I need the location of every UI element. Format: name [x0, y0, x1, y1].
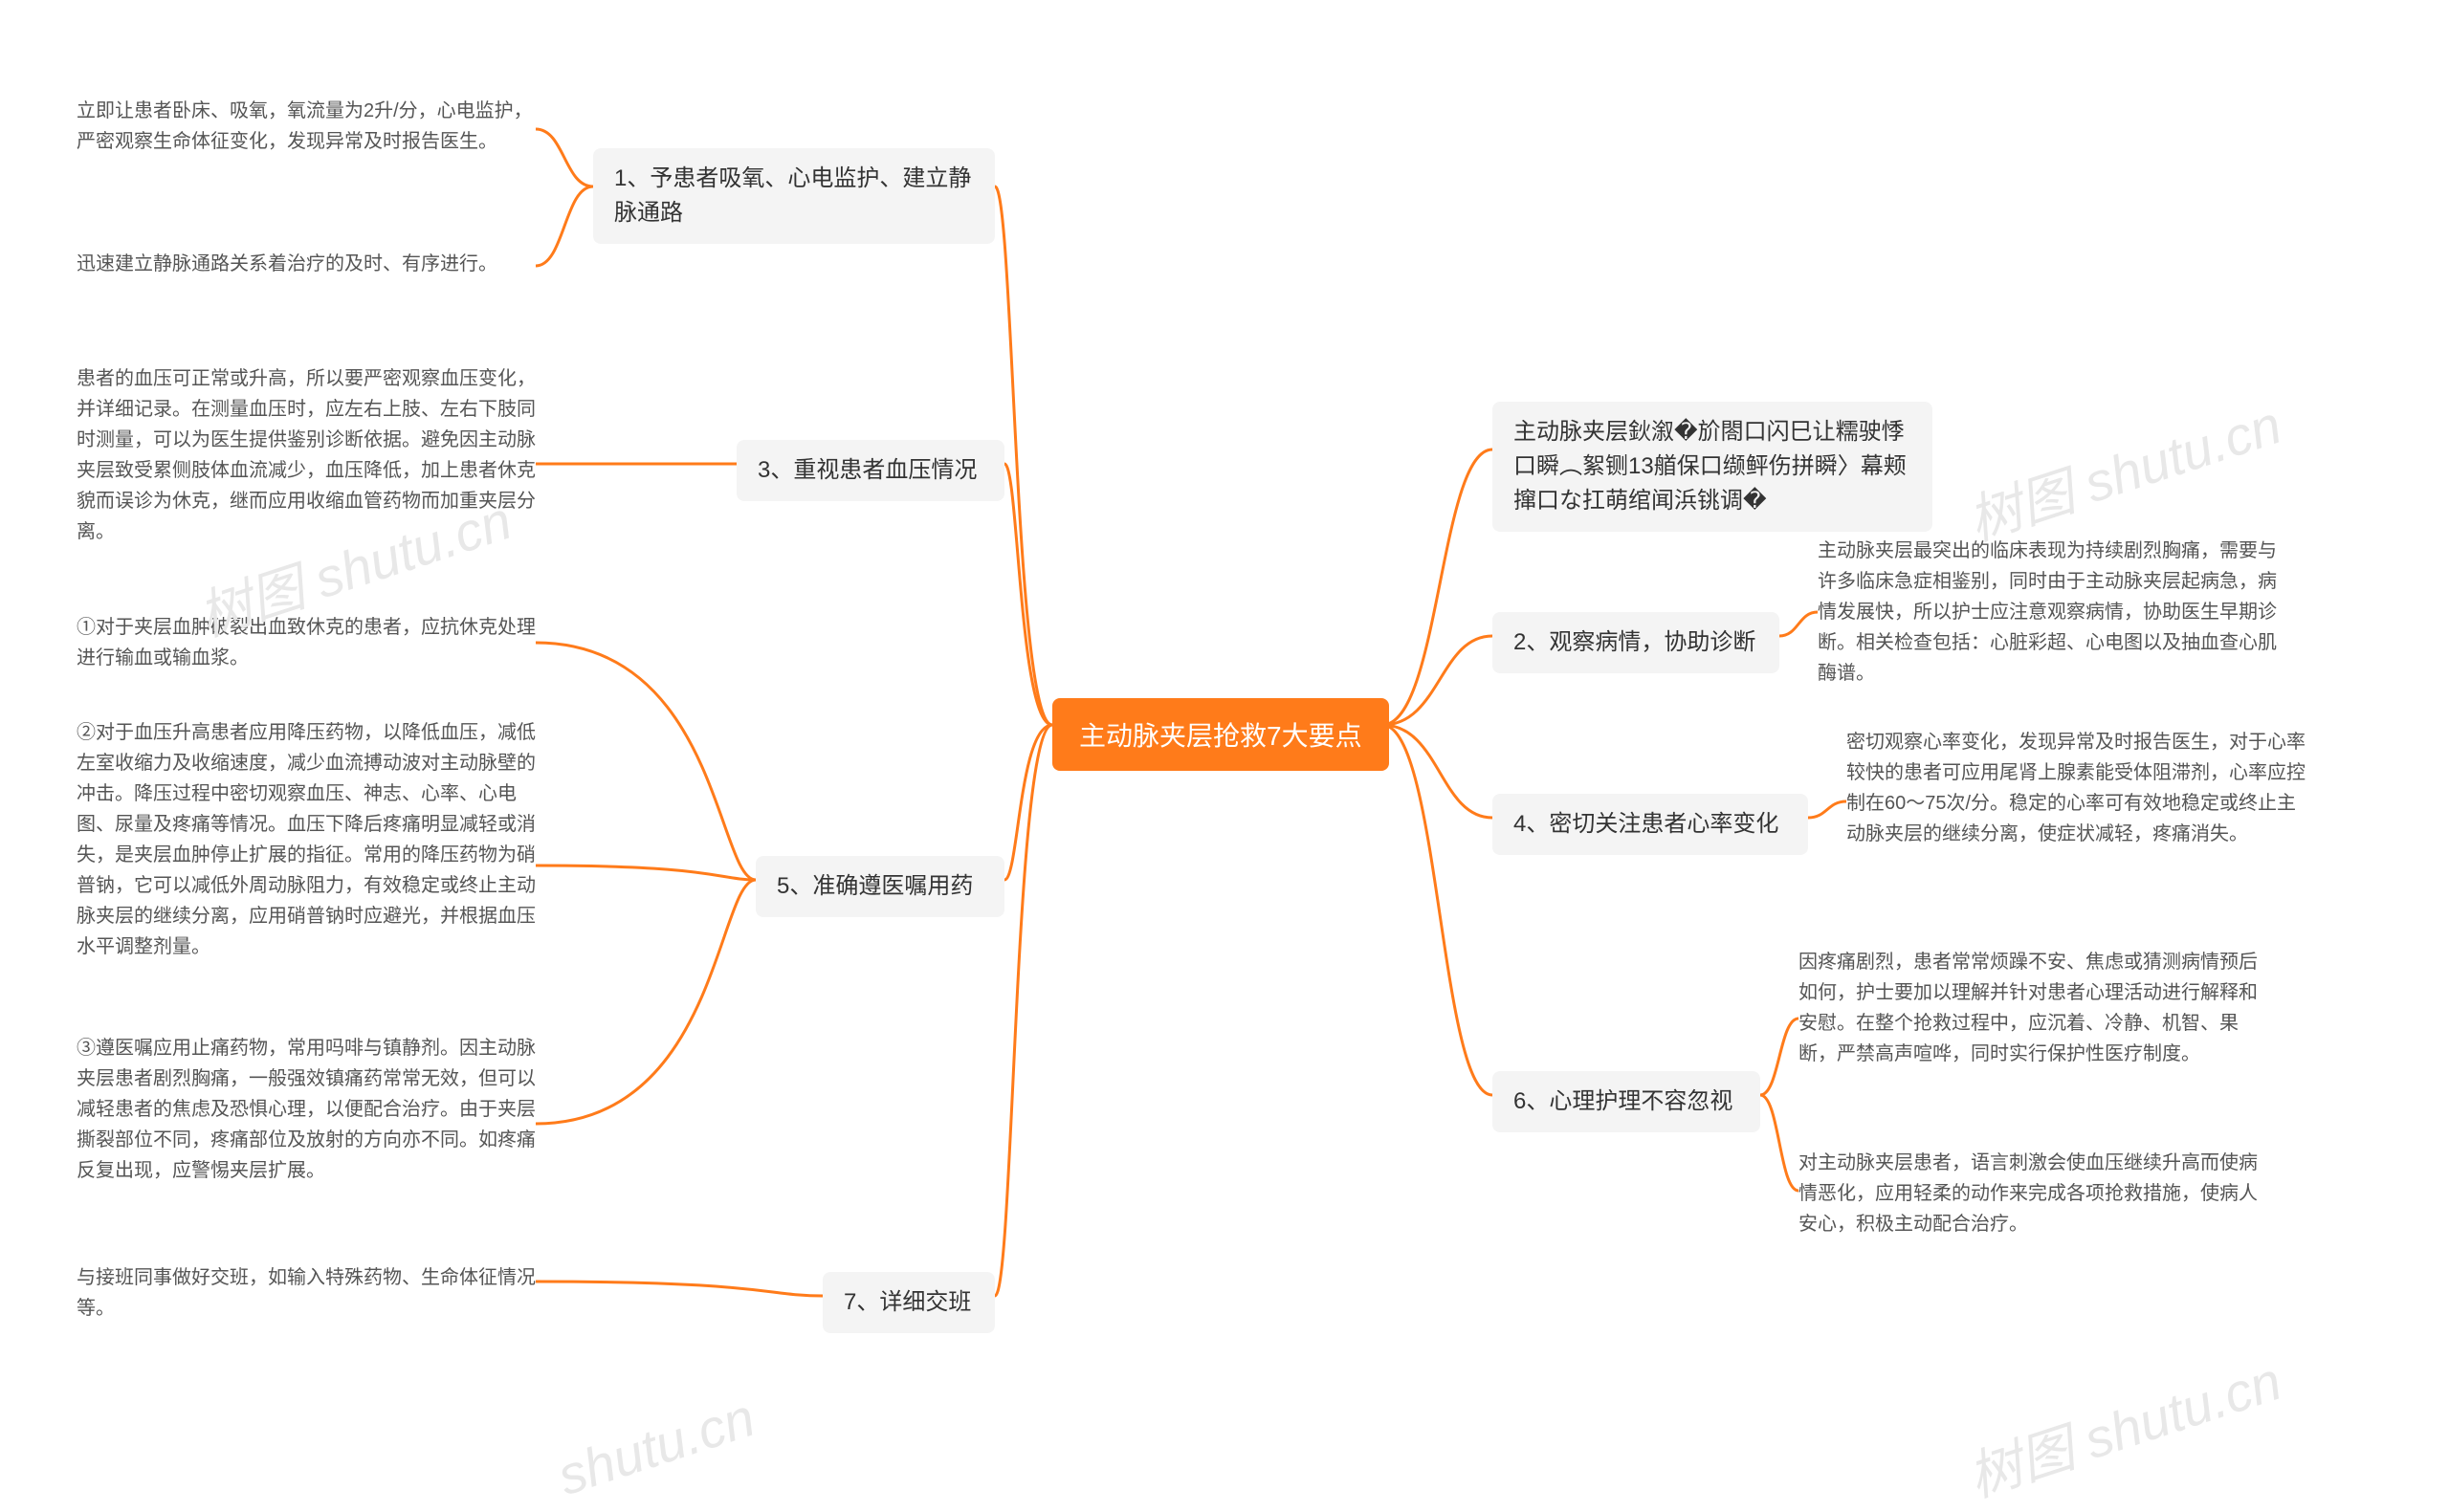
leaf-r4-0: 密切观察心率变化，发现异常及时报告医生，对于心率较快的患者可应用尾肾上腺素能受体… — [1846, 727, 2306, 849]
leaf-l5-2: ③遵医嘱应用止痛药物，常用吗啡与镇静剂。因主动脉夹层患者剧烈胸痛，一般强效镇痛药… — [77, 1033, 536, 1186]
branch-left-7: 7、详细交班 — [823, 1272, 995, 1333]
watermark: shutu.cn — [550, 1386, 761, 1507]
leaf-l5-0: ①对于夹层血肿破裂出血致休克的患者，应抗休克处理进行输血或输血浆。 — [77, 612, 536, 673]
leaf-l7-0: 与接班同事做好交班，如输入特殊药物、生命体征情况等。 — [77, 1262, 536, 1324]
leaf-r6-1: 对主动脉夹层患者，语言刺激会使血压继续升高而使病情恶化，应用轻柔的动作来完成各项… — [1798, 1148, 2258, 1239]
leaf-l1-1: 迅速建立静脉通路关系着治疗的及时、有序进行。 — [77, 249, 536, 279]
leaf-l3-0: 患者的血压可正常或升高，所以要严密观察血压变化，并详细记录。在测量血压时，应左右… — [77, 363, 536, 547]
branch-left-3: 3、重视患者血压情况 — [737, 440, 1004, 501]
branch-right-intro: 主动脉夹层鈥溆�斺閤口闪巳让糯驶悸口瞬︵絮铡13艏保口缬鲆伤拼瞬〉幕颊撺口な扛萌… — [1492, 402, 1932, 532]
watermark: 树图 shutu.cn — [1957, 1339, 2290, 1512]
center-node: 主动脉夹层抢救7大要点 — [1052, 698, 1389, 771]
mindmap-canvas: 主动脉夹层抢救7大要点 1、予患者吸氧、心电监护、建立静脉通路 立即让患者卧床、… — [0, 0, 2449, 1450]
leaf-l5-1: ②对于血压升高患者应用降压药物，以降低血压，减低左室收缩力及收缩速度，减少血流搏… — [77, 717, 536, 962]
leaf-r6-0: 因疼痛剧烈，患者常常烦躁不安、焦虑或猜测病情预后如何，护士要加以理解并针对患者心… — [1798, 947, 2258, 1069]
branch-right-6: 6、心理护理不容忽视 — [1492, 1071, 1760, 1132]
watermark: 树图 shutu.cn — [1957, 383, 2290, 557]
branch-left-1: 1、予患者吸氧、心电监护、建立静脉通路 — [593, 148, 995, 244]
branch-right-2: 2、观察病情，协助诊断 — [1492, 612, 1779, 673]
branch-right-4: 4、密切关注患者心率变化 — [1492, 794, 1808, 855]
leaf-l1-0: 立即让患者卧床、吸氧，氧流量为2升/分，心电监护，严密观察生命体征变化，发现异常… — [77, 96, 536, 157]
leaf-r2-0: 主动脉夹层最突出的临床表现为持续剧烈胸痛，需要与许多临床急症相鉴别，同时由于主动… — [1818, 536, 2277, 689]
branch-left-5: 5、准确遵医嘱用药 — [756, 856, 1004, 917]
